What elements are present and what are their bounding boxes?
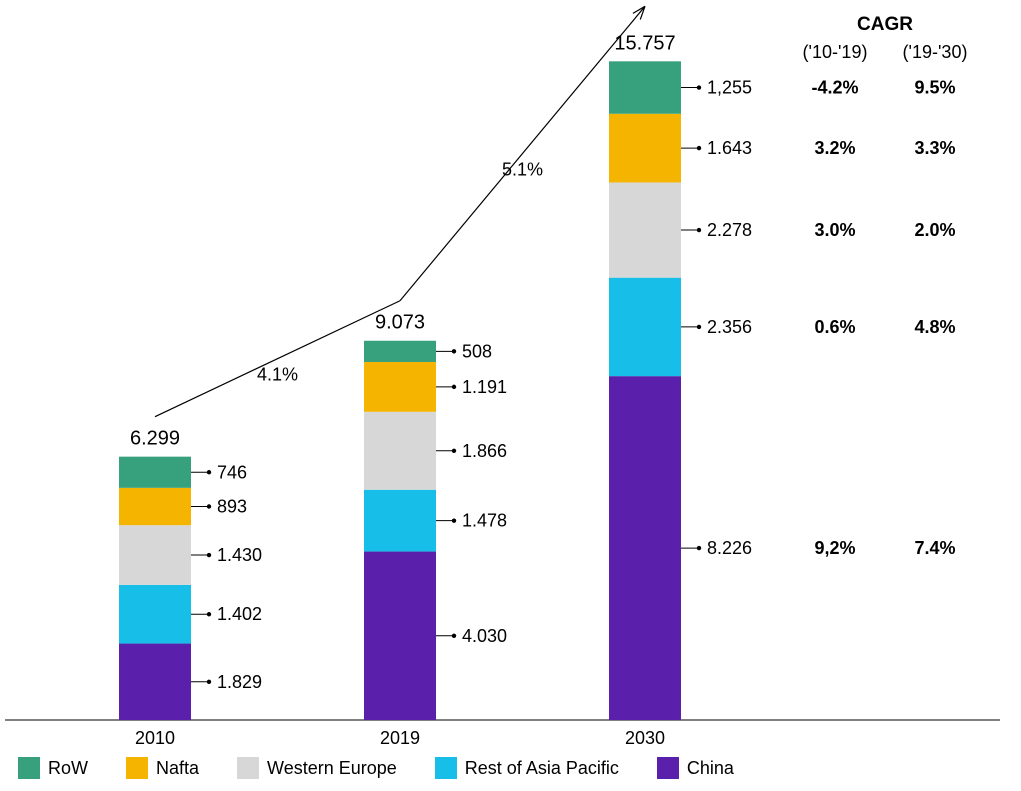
segment-value-label: 508 (462, 341, 492, 361)
growth-label: 5.1% (502, 160, 543, 180)
bar-segment (364, 362, 436, 412)
cagr-value: 9,2% (814, 538, 855, 558)
cagr-period: ('10-'19) (803, 42, 868, 62)
bar-segment (609, 182, 681, 277)
bar-segment (609, 61, 681, 113)
bar-segment (119, 585, 191, 644)
cagr-period: ('19-'30) (903, 42, 968, 62)
segment-value-label: 1,255 (707, 78, 752, 98)
cagr-value: 7.4% (914, 538, 955, 558)
x-axis-label: 2019 (380, 728, 420, 748)
bar-segment (609, 376, 681, 720)
bar-segment (119, 488, 191, 525)
legend-label: Western Europe (267, 758, 397, 779)
cagr-value: 3.3% (914, 138, 955, 158)
legend-item: China (657, 757, 734, 779)
legend-swatch (657, 757, 679, 779)
bar-total-label: 6.299 (130, 428, 180, 450)
segment-value-label: 1.643 (707, 138, 752, 158)
bar-segment (364, 412, 436, 490)
bar-segment (364, 552, 436, 720)
legend-swatch (435, 757, 457, 779)
bar-segment (119, 525, 191, 585)
segment-value-label: 1.191 (462, 377, 507, 397)
cagr-header: CAGR (857, 14, 913, 35)
segment-value-label: 1.478 (462, 511, 507, 531)
bar-segment (364, 490, 436, 552)
bar-segment (609, 114, 681, 183)
cagr-value: 2.0% (914, 220, 955, 240)
segment-value-label: 4.030 (462, 626, 507, 646)
cagr-value: -4.2% (811, 78, 858, 98)
segment-value-label: 1.402 (217, 604, 262, 624)
growth-label: 4.1% (257, 365, 298, 385)
legend-item: RoW (18, 757, 88, 779)
bar-segment (119, 457, 191, 488)
cagr-value: 9.5% (914, 78, 955, 98)
segment-value-label: 8.226 (707, 538, 752, 558)
segment-value-label: 2.278 (707, 220, 752, 240)
legend-label: Nafta (156, 758, 199, 779)
bar-segment (609, 278, 681, 376)
legend-label: RoW (48, 758, 88, 779)
cagr-value: 4.8% (914, 317, 955, 337)
legend-item: Rest of Asia Pacific (435, 757, 619, 779)
bar-total-label: 15.757 (614, 32, 675, 54)
bar-segment (119, 644, 191, 720)
segment-value-label: 1.430 (217, 545, 262, 565)
legend-label: Rest of Asia Pacific (465, 758, 619, 779)
legend: RoW Nafta Western Europe Rest of Asia Pacif… (18, 757, 734, 779)
segment-value-label: 893 (217, 497, 247, 517)
x-axis-label: 2010 (135, 728, 175, 748)
segment-value-label: 1.829 (217, 672, 262, 692)
cagr-value: 3.2% (814, 138, 855, 158)
legend-swatch (126, 757, 148, 779)
legend-item: Western Europe (237, 757, 397, 779)
bar-segment (364, 341, 436, 362)
cagr-value: 3.0% (814, 220, 855, 240)
stacked-bar-chart: 1.829 1.402 1.430 893 746 6.299 2010 4.030 1.478… (0, 0, 1021, 791)
legend-label: China (687, 758, 734, 779)
legend-item: Nafta (126, 757, 199, 779)
segment-value-label: 746 (217, 462, 247, 482)
segment-value-label: 2.356 (707, 317, 752, 337)
segment-value-label: 1.866 (462, 441, 507, 461)
legend-swatch (237, 757, 259, 779)
x-axis-label: 2030 (625, 728, 665, 748)
legend-swatch (18, 757, 40, 779)
bar-total-label: 9.073 (375, 312, 425, 334)
cagr-value: 0.6% (814, 317, 855, 337)
